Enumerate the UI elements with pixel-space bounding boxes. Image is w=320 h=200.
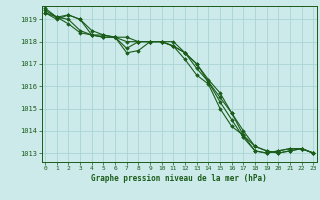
X-axis label: Graphe pression niveau de la mer (hPa): Graphe pression niveau de la mer (hPa) [91, 174, 267, 183]
